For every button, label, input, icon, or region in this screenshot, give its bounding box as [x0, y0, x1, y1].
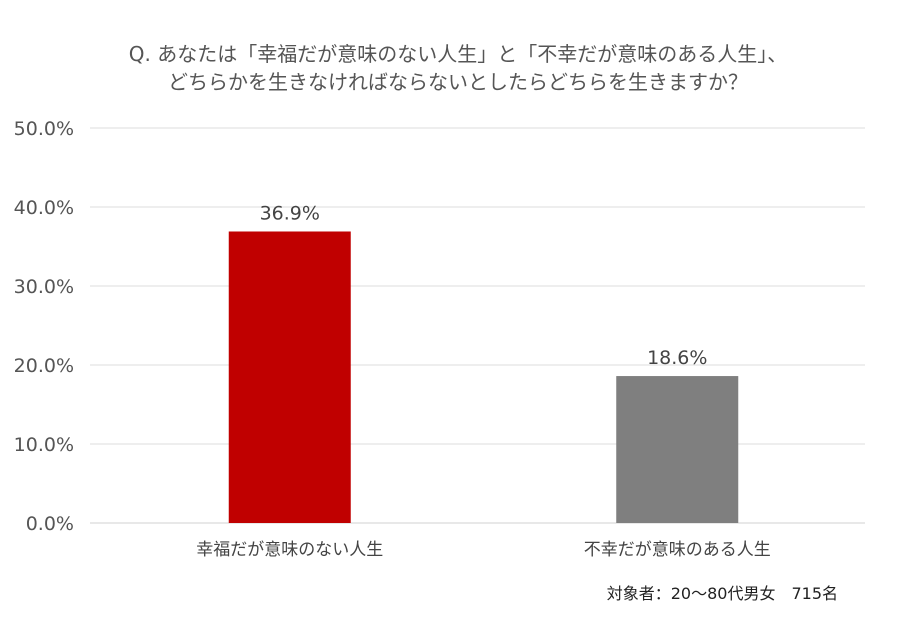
- data-label: 36.9%: [260, 202, 320, 224]
- y-tick-label: 30.0%: [14, 276, 74, 298]
- chart-title-line-2: どちらかを生きなければならないとしたらどちらを生きますか？: [168, 70, 748, 94]
- bar: [228, 231, 351, 524]
- chart-title-line-1: Q. あなたは「幸福だが意味のない人生」と「不幸だが意味のある人生」、: [128, 42, 788, 66]
- x-tick-label: 不幸だが意味のある人生: [584, 540, 771, 560]
- y-tick-label: 0.0%: [26, 513, 74, 535]
- x-tick-label: 幸福だが意味のない人生: [196, 540, 383, 560]
- y-tick-label: 20.0%: [14, 355, 74, 377]
- data-label: 18.6%: [647, 347, 707, 369]
- y-tick-label: 40.0%: [14, 197, 74, 219]
- y-tick-label: 50.0%: [14, 118, 74, 140]
- bar: [616, 376, 739, 523]
- y-tick-label: 10.0%: [14, 434, 74, 456]
- footnote: 対象者：20～80代男女 715名: [606, 584, 838, 603]
